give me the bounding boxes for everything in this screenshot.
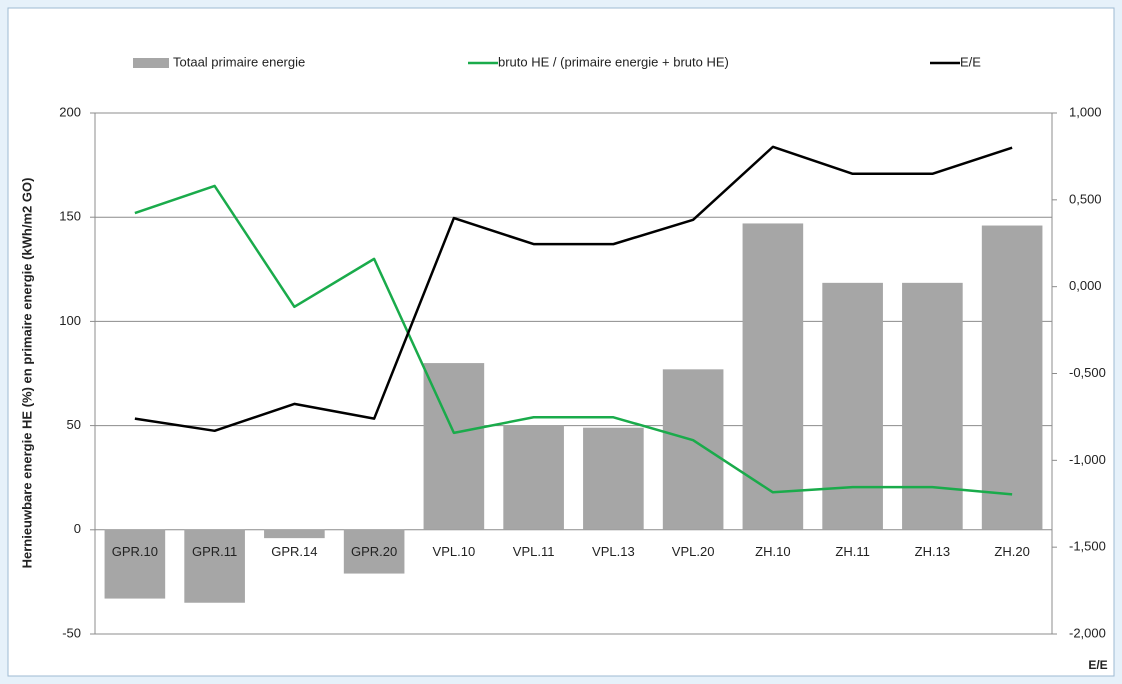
y2-tick-label: -0,500 [1069, 365, 1106, 380]
y-tick-label: 150 [59, 209, 81, 224]
bar [902, 282, 963, 530]
x-tick-label: GPR.14 [271, 544, 317, 559]
y2-tick-label: 1,000 [1069, 104, 1102, 119]
y2-tick-label: 0,000 [1069, 278, 1102, 293]
legend-label: E/E [960, 54, 981, 69]
bar [343, 529, 405, 574]
x-tick-label: GPR.10 [112, 544, 158, 559]
y2-tick-label: -1,000 [1069, 452, 1106, 467]
x-tick-label: VPL.10 [433, 544, 476, 559]
y2-tick-label: -1,500 [1069, 539, 1106, 554]
y-tick-label: 200 [59, 104, 81, 119]
x-tick-label: GPR.11 [192, 544, 237, 559]
x-tick-label: ZH.20 [994, 544, 1029, 559]
bar [742, 223, 804, 530]
bar [583, 427, 644, 530]
x-tick-label: ZH.13 [915, 544, 950, 559]
bar [104, 529, 166, 599]
legend-swatch [133, 58, 169, 68]
y-tick-label: 50 [67, 417, 81, 432]
y-tick-label: 100 [59, 313, 81, 328]
legend-label: Totaal primaire energie [173, 54, 305, 69]
x-tick-label: ZH.11 [835, 544, 869, 559]
bar [822, 282, 883, 530]
bar [503, 425, 564, 530]
x-tick-label: GPR.20 [351, 544, 397, 559]
bar [264, 529, 325, 539]
bar [662, 369, 724, 530]
line [134, 145, 1013, 433]
y-tick-label: -50 [62, 625, 81, 640]
y2-tick-label: -2,000 [1069, 625, 1106, 640]
x-tick-label: VPL.13 [592, 544, 635, 559]
y2-tick-label: 0,500 [1069, 191, 1102, 206]
bar [981, 225, 1043, 530]
y-tick-label: 0 [74, 521, 81, 536]
x-tick-label: VPL.11 [513, 544, 555, 559]
y2-axis-title: E/E [1088, 658, 1107, 672]
bar [184, 529, 245, 603]
x-tick-label: VPL.20 [672, 544, 715, 559]
legend-label: bruto HE / (primaire energie + bruto HE) [498, 54, 729, 69]
y-axis-title: Hernieuwbare energie HE (%) en primaire … [19, 178, 34, 569]
x-tick-label: ZH.10 [755, 544, 790, 559]
line [134, 184, 1013, 496]
